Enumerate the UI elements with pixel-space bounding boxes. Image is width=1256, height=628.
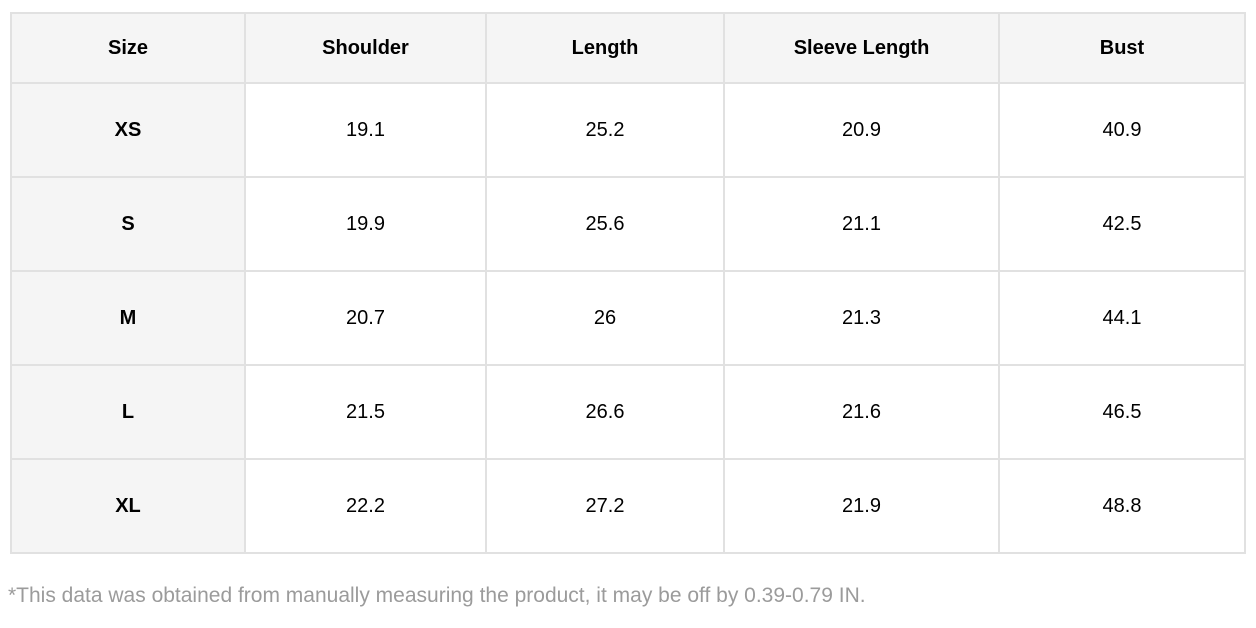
cell-s-sleeve-length: 21.1 (723, 176, 1000, 272)
cell-s-shoulder: 19.9 (244, 176, 487, 272)
cell-s-bust: 42.5 (998, 176, 1246, 272)
table-row-xs: XS 19.1 25.2 20.9 40.9 (10, 82, 1246, 178)
cell-m-shoulder: 20.7 (244, 270, 487, 366)
row-label-xs: XS (10, 82, 246, 178)
cell-xs-bust: 40.9 (998, 82, 1246, 178)
cell-xl-shoulder: 22.2 (244, 458, 487, 554)
cell-m-sleeve-length: 21.3 (723, 270, 1000, 366)
cell-xs-sleeve-length: 20.9 (723, 82, 1000, 178)
row-label-l: L (10, 364, 246, 460)
cell-l-shoulder: 21.5 (244, 364, 487, 460)
column-header-size: Size (10, 12, 246, 84)
table-row-s: S 19.9 25.6 21.1 42.5 (10, 176, 1246, 272)
row-label-s: S (10, 176, 246, 272)
cell-l-sleeve-length: 21.6 (723, 364, 1000, 460)
cell-m-bust: 44.1 (998, 270, 1246, 366)
cell-xl-length: 27.2 (485, 458, 725, 554)
cell-xs-length: 25.2 (485, 82, 725, 178)
table-row-m: M 20.7 26 21.3 44.1 (10, 270, 1246, 366)
size-chart-table: Size Shoulder Length Sleeve Length Bust … (10, 12, 1246, 554)
cell-l-bust: 46.5 (998, 364, 1246, 460)
cell-l-length: 26.6 (485, 364, 725, 460)
measurement-disclaimer: *This data was obtained from manually me… (8, 584, 866, 607)
column-header-sleeve-length: Sleeve Length (723, 12, 1000, 84)
table-row-xl: XL 22.2 27.2 21.9 48.8 (10, 458, 1246, 554)
cell-s-length: 25.6 (485, 176, 725, 272)
column-header-shoulder: Shoulder (244, 12, 487, 84)
cell-xl-sleeve-length: 21.9 (723, 458, 1000, 554)
cell-xl-bust: 48.8 (998, 458, 1246, 554)
column-header-bust: Bust (998, 12, 1246, 84)
cell-m-length: 26 (485, 270, 725, 366)
header-row: Size Shoulder Length Sleeve Length Bust (10, 12, 1246, 84)
column-header-length: Length (485, 12, 725, 84)
row-label-xl: XL (10, 458, 246, 554)
row-label-m: M (10, 270, 246, 366)
table-row-l: L 21.5 26.6 21.6 46.5 (10, 364, 1246, 460)
cell-xs-shoulder: 19.1 (244, 82, 487, 178)
